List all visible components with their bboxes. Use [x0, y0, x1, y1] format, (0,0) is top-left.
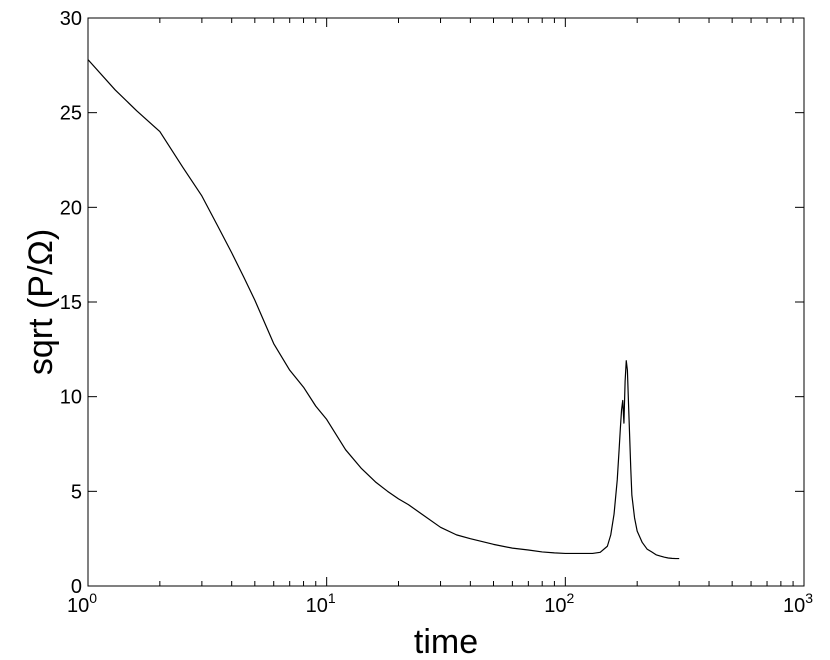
x-tick-label: 102: [544, 590, 574, 617]
y-axis-title: sqrt (P/Ω): [22, 229, 60, 375]
y-tick-label: 30: [60, 8, 82, 30]
y-tick-label: 5: [71, 481, 82, 503]
series-line: [87, 59, 680, 560]
x-tick-base: 10: [783, 595, 805, 617]
x-tick-base: 10: [544, 595, 566, 617]
x-tick-label: 100: [67, 590, 97, 617]
x-tick-label: 103: [783, 590, 813, 617]
x-tick-label: 101: [306, 590, 336, 617]
plot-frame: [87, 17, 805, 587]
x-tick-exponent: 0: [89, 590, 97, 606]
x-axis-title: time: [414, 623, 478, 660]
series-group: [87, 59, 680, 560]
y-tick-label: 25: [60, 103, 82, 125]
y-tick-label: 20: [60, 197, 82, 219]
y-tick-label: 10: [60, 387, 82, 409]
y-tick-label: 0: [71, 576, 82, 598]
x-tick-exponent: 3: [805, 590, 813, 606]
y-tick-label: 15: [60, 292, 82, 314]
x-tick-base: 10: [306, 595, 328, 617]
x-tick-exponent: 1: [328, 590, 336, 606]
axis-ticks: [87, 17, 805, 587]
x-tick-base: 10: [67, 595, 89, 617]
x-tick-exponent: 2: [567, 590, 575, 606]
